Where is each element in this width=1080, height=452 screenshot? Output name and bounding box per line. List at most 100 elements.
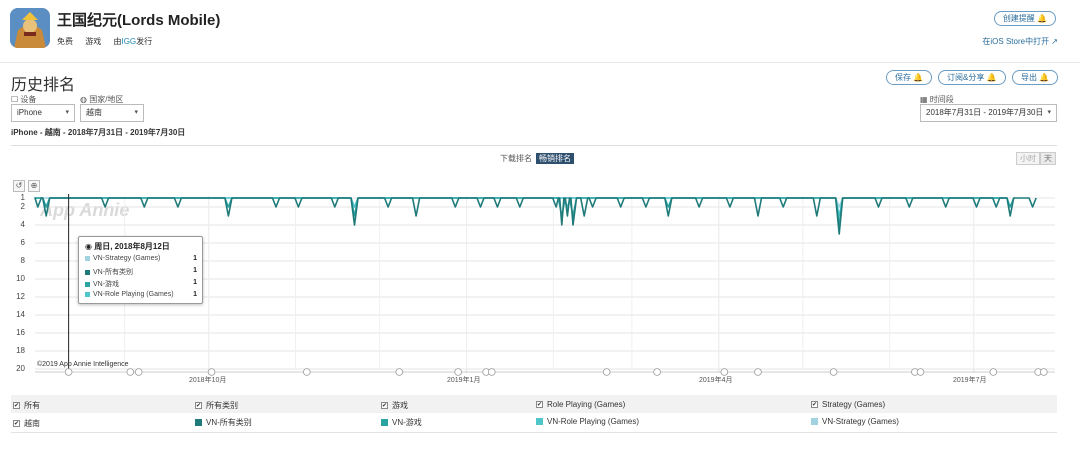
legend-series-strategy[interactable]: VN-Strategy (Games) bbox=[811, 417, 899, 426]
subscribe-share-button[interactable]: 订阅&分享 🔔 bbox=[938, 70, 1006, 85]
series-swatch bbox=[536, 418, 543, 426]
chart-divider bbox=[11, 145, 1057, 146]
legend-label: Role Playing (Games) bbox=[547, 400, 626, 409]
page-title: 历史排名 bbox=[11, 77, 76, 94]
copyright-text: ©2019 App Annie Intelligence bbox=[37, 361, 129, 368]
open-ios-store-link[interactable]: 在iOS Store中打开 ↗ bbox=[982, 37, 1058, 46]
legend-filter-vietnam[interactable]: ✔ 越南 bbox=[13, 418, 40, 429]
x-tick-label: 2019年7月 bbox=[953, 377, 987, 384]
y-tick-label: 10 bbox=[16, 274, 25, 283]
tooltip-row-value: 1 bbox=[193, 267, 197, 274]
tooltip-row-value: 1 bbox=[193, 291, 197, 298]
rank-type-toggle: 下载排名 畅销排名 bbox=[500, 153, 574, 164]
device-select-value: iPhone bbox=[17, 108, 42, 117]
publisher-prefix: 由 bbox=[113, 37, 122, 46]
y-tick-label: 14 bbox=[16, 310, 25, 319]
publisher-suffix: 发行 bbox=[136, 37, 153, 46]
caret-down-icon: ▾ bbox=[134, 109, 138, 116]
legend-filter-all[interactable]: ✔ 所有 bbox=[13, 400, 40, 411]
event-marker bbox=[134, 368, 143, 376]
checkbox[interactable]: ✔ bbox=[195, 402, 202, 410]
country-label: ◍ 国家/地区 bbox=[80, 95, 124, 104]
grossing-rank-tab[interactable]: 畅销排名 bbox=[536, 153, 574, 164]
event-marker bbox=[64, 368, 73, 376]
event-marker bbox=[395, 368, 404, 376]
series-swatch bbox=[85, 291, 90, 297]
event-marker bbox=[916, 368, 925, 376]
checkbox[interactable]: ✔ bbox=[381, 402, 388, 410]
checkbox[interactable]: ✔ bbox=[13, 420, 20, 428]
tooltip-row-label: VN-所有类别 bbox=[93, 269, 134, 276]
filter-summary: iPhone - 越南 - 2018年7月31日 - 2019年7月30日 bbox=[11, 128, 186, 137]
x-tick-label: 2019年4月 bbox=[699, 377, 733, 384]
y-tick-label: 2 bbox=[20, 202, 25, 211]
checkbox[interactable]: ✔ bbox=[811, 401, 818, 409]
tooltip-row: VN-Role Playing (Games) 1 bbox=[85, 291, 197, 298]
caret-down-icon: ▾ bbox=[65, 109, 69, 116]
legend-label: VN-Role Playing (Games) bbox=[547, 417, 640, 426]
legend-filter-games[interactable]: ✔ 游戏 bbox=[381, 400, 408, 411]
tooltip-row: VN-游戏 1 bbox=[85, 279, 197, 289]
tooltip-row-label: VN-Strategy (Games) bbox=[93, 255, 161, 262]
app-title: 王国纪元(Lords Mobile) bbox=[57, 12, 221, 29]
series-line bbox=[34, 197, 1037, 235]
series-swatch bbox=[85, 281, 90, 287]
legend-divider bbox=[11, 432, 1057, 433]
y-tick-label: 4 bbox=[20, 220, 25, 229]
series-swatch bbox=[195, 419, 202, 427]
chart-tooltip: ◉ 周日, 2018年8月12日 VN-Strategy (Games) 1 VN… bbox=[78, 236, 203, 304]
event-marker bbox=[602, 368, 611, 376]
tooltip-title: ◉ 周日, 2018年8月12日 bbox=[85, 241, 170, 252]
y-tick-label: 6 bbox=[20, 238, 25, 247]
tooltip-row-value: 1 bbox=[193, 255, 197, 262]
legend-filter-all-categories[interactable]: ✔ 所有类别 bbox=[195, 400, 238, 411]
legend-series-all-categories[interactable]: VN-所有类别 bbox=[195, 417, 252, 428]
event-marker bbox=[754, 368, 762, 376]
date-range-select[interactable]: 2018年7月31日 - 2019年7月30日 ▾ bbox=[920, 104, 1057, 122]
x-tick-label: 2019年1月 bbox=[447, 377, 481, 384]
series-swatch bbox=[381, 419, 388, 427]
event-marker bbox=[829, 368, 838, 376]
legend-filter-strategy[interactable]: ✔ Strategy (Games) bbox=[811, 400, 885, 409]
app-price: 免费 bbox=[57, 37, 73, 46]
reset-zoom-icon[interactable]: ↺ bbox=[13, 180, 25, 192]
legend-label: 游戏 bbox=[392, 401, 408, 410]
event-marker bbox=[487, 368, 496, 376]
country-select[interactable]: 越南 ▾ bbox=[80, 104, 144, 122]
publisher-link[interactable]: IGG bbox=[121, 37, 137, 46]
save-button[interactable]: 保存 🔔 bbox=[886, 70, 933, 85]
date-range-label: ▦ 时间段 bbox=[920, 95, 954, 104]
checkbox[interactable]: ✔ bbox=[536, 401, 543, 409]
granularity-hour-button[interactable]: 小时 bbox=[1016, 152, 1040, 165]
device-label: ☐ 设备 bbox=[11, 95, 37, 104]
legend-series-games[interactable]: VN-游戏 bbox=[381, 417, 422, 428]
rank-history-chart[interactable] bbox=[0, 190, 1080, 390]
device-select[interactable]: iPhone ▾ bbox=[11, 104, 75, 122]
app-meta: 免费 游戏 由IGG发行 bbox=[57, 36, 162, 47]
series-swatch bbox=[85, 255, 90, 261]
legend-label: 所有 bbox=[24, 401, 40, 410]
granularity-day-button[interactable]: 天 bbox=[1040, 152, 1056, 165]
legend-series-role-playing[interactable]: VN-Role Playing (Games) bbox=[536, 417, 639, 426]
download-rank-tab[interactable]: 下载排名 bbox=[500, 154, 532, 163]
y-tick-label: 20 bbox=[16, 364, 25, 373]
series-line bbox=[35, 197, 1015, 226]
export-button[interactable]: 导出 🔔 bbox=[1012, 70, 1059, 85]
caret-down-icon: ▾ bbox=[1047, 109, 1051, 116]
app-category: 游戏 bbox=[85, 37, 102, 46]
date-range-value: 2018年7月31日 - 2019年7月30日 bbox=[926, 108, 1044, 117]
event-marker bbox=[126, 368, 135, 376]
legend-label: 越南 bbox=[24, 419, 40, 428]
legend-filter-role-playing[interactable]: ✔ Role Playing (Games) bbox=[536, 400, 625, 409]
tooltip-row-label: VN-游戏 bbox=[93, 281, 120, 288]
watermark: App Annie bbox=[40, 200, 130, 220]
series-swatch bbox=[85, 269, 90, 275]
checkbox[interactable]: ✔ bbox=[13, 402, 20, 410]
legend-header-band bbox=[11, 395, 1057, 413]
y-tick-label: 8 bbox=[20, 256, 25, 265]
tooltip-row: VN-所有类别 1 bbox=[85, 267, 197, 277]
header-divider bbox=[0, 62, 1080, 63]
app-publisher: 由IGG发行 bbox=[113, 37, 152, 46]
zoom-icon[interactable]: ⊕ bbox=[28, 180, 40, 192]
create-alert-button[interactable]: 创建提醒 🔔 bbox=[993, 11, 1056, 26]
